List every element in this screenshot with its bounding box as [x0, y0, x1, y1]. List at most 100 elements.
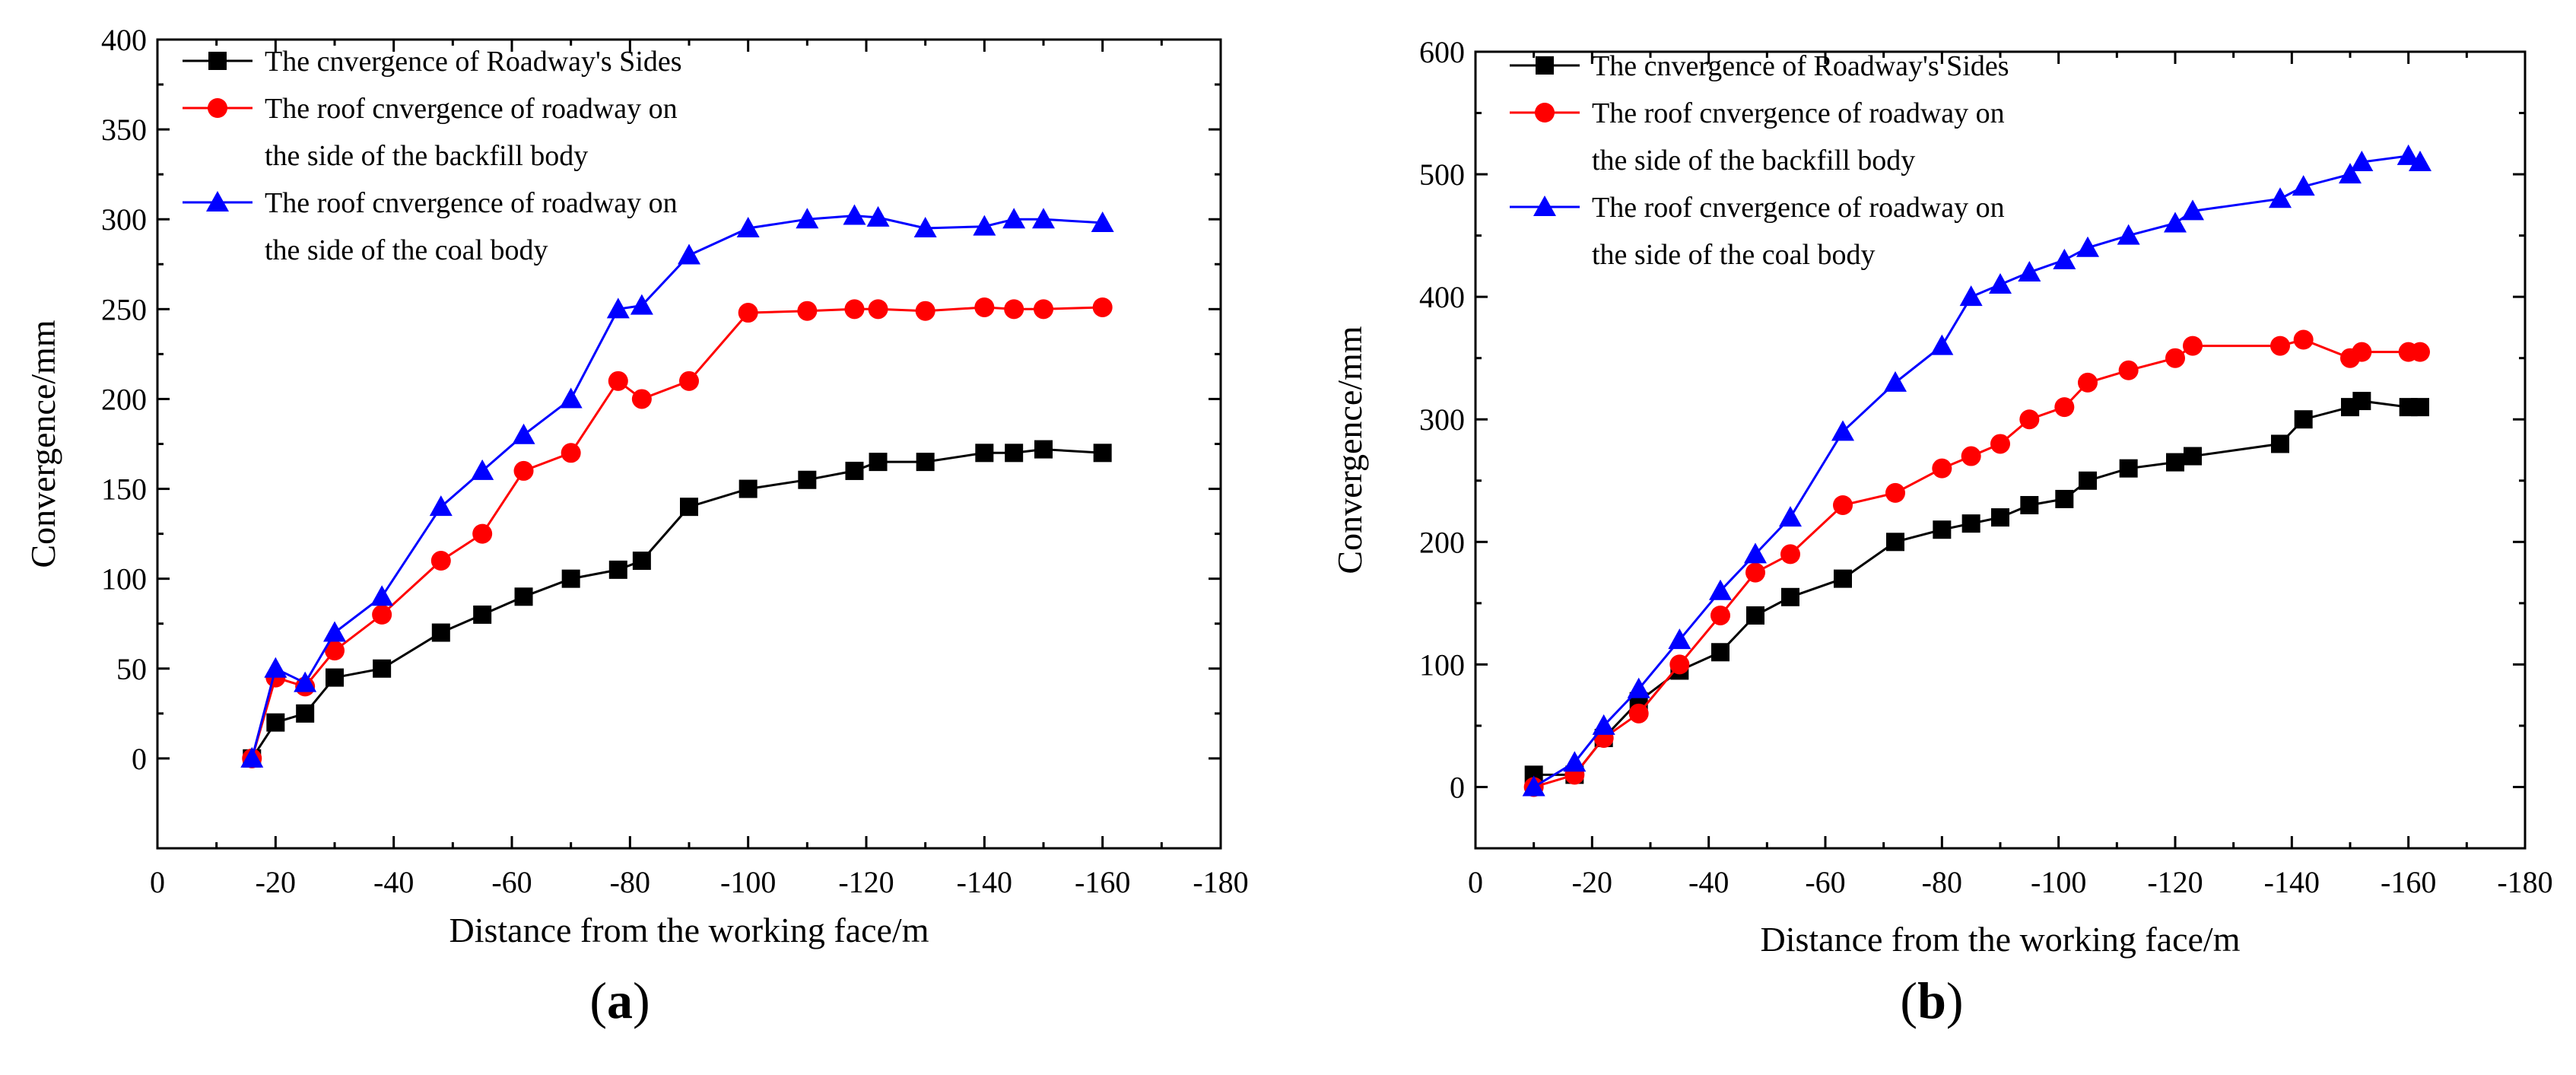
data-point-square: [1746, 606, 1764, 625]
y-tick-label: 100: [1419, 647, 1465, 682]
data-point-triangle: [1989, 273, 2012, 294]
data-point-triangle: [512, 423, 535, 444]
data-point-circle: [2270, 336, 2290, 356]
x-tick-label: -80: [1922, 865, 1962, 899]
data-point-triangle: [1091, 211, 1114, 232]
data-point-triangle: [1930, 334, 1954, 355]
data-point-square: [561, 569, 580, 588]
legend-marker-circle: [1535, 103, 1555, 122]
panel-label-letter: a: [607, 972, 633, 1029]
data-point-square: [680, 498, 698, 517]
data-point-square: [2294, 410, 2313, 429]
legend-label: the side of the backfill body: [265, 140, 588, 172]
legend-marker-triangle: [206, 191, 229, 212]
data-point-square: [845, 461, 864, 480]
data-point-triangle: [1032, 208, 1055, 229]
data-point-triangle: [736, 217, 760, 238]
x-axis-title: Distance from the working face/m: [1761, 920, 2241, 959]
x-tick-label: -60: [491, 865, 532, 899]
data-point-triangle: [2181, 199, 2204, 221]
legend-marker-square: [1536, 56, 1554, 75]
data-point-circle: [1780, 544, 1800, 565]
data-point-circle: [1932, 458, 1952, 479]
data-point-triangle: [2269, 187, 2292, 208]
data-point-square: [2411, 398, 2429, 417]
data-point-triangle: [2397, 144, 2420, 165]
x-tick-label: -80: [610, 865, 650, 899]
data-point-triangle: [323, 621, 346, 642]
y-tick-label: 50: [116, 652, 147, 686]
legend-label: the side of the coal body: [1592, 239, 1876, 271]
data-point-square: [473, 605, 492, 624]
panel-label-open: (: [1900, 972, 1917, 1029]
legend-label: The roof cnvergence of roadway on: [265, 187, 678, 219]
data-point-triangle: [843, 204, 866, 225]
x-tick-label: -40: [1688, 865, 1729, 899]
x-tick-label: -140: [2264, 865, 2320, 899]
data-point-triangle: [240, 746, 264, 768]
data-point-triangle: [1563, 751, 1587, 772]
panel-label-open: (: [589, 972, 607, 1029]
data-point-circle: [1990, 434, 2010, 454]
data-point-square: [1005, 444, 1024, 463]
data-point-triangle: [264, 657, 287, 678]
x-axis-title: Distance from the working face/m: [449, 911, 929, 949]
y-tick-label: 200: [1419, 525, 1465, 559]
data-point-square: [373, 659, 392, 678]
data-point-circle: [2078, 372, 2098, 393]
data-point-circle: [2019, 409, 2040, 430]
data-point-square: [2184, 447, 2202, 466]
legend-marker-square: [208, 52, 227, 70]
series-2: [242, 297, 1113, 768]
data-point-circle: [2293, 329, 2314, 350]
data-point-triangle: [1592, 714, 1615, 735]
legend: The cnvergence of Roadway's Sides The roo…: [183, 46, 682, 266]
data-point-circle: [797, 301, 818, 321]
data-point-square: [326, 668, 344, 687]
series-3: [240, 204, 1114, 768]
data-point-triangle: [1709, 579, 1732, 600]
data-point-circle: [915, 301, 935, 321]
y-axis-title: Convergence/mm: [24, 320, 62, 568]
series-2: [1523, 329, 2430, 797]
data-point-triangle: [866, 205, 890, 227]
y-tick-label: 250: [101, 292, 147, 326]
data-point-circle: [472, 523, 493, 544]
series-line: [250, 306, 1103, 759]
data-point-circle: [608, 371, 628, 391]
y-tick-label: 300: [101, 202, 147, 237]
data-point-triangle: [1668, 628, 1691, 650]
y-tick-label: 0: [132, 742, 147, 776]
y-tick-label: 300: [1419, 402, 1465, 437]
data-point-triangle: [370, 585, 394, 606]
data-point-triangle: [1744, 542, 1767, 564]
data-point-circle: [2165, 348, 2185, 368]
panel-label-close: ): [1946, 972, 1964, 1029]
y-tick-label: 0: [1450, 770, 1465, 804]
x-tick-label: -100: [720, 865, 776, 899]
data-point-square: [2271, 434, 2289, 453]
legend-marker-circle: [208, 98, 227, 118]
legend-label: the side of the backfill body: [1592, 145, 1915, 177]
data-point-triangle: [913, 217, 937, 238]
data-point-square: [738, 479, 758, 498]
data-point-square: [2079, 471, 2097, 490]
data-point-square: [2055, 489, 2074, 508]
y-tick-label: 400: [1419, 280, 1465, 314]
data-point-circle: [1034, 299, 1053, 320]
data-point-triangle: [2018, 260, 2041, 281]
x-tick-label: -40: [373, 865, 414, 899]
data-point-circle: [1004, 299, 1024, 320]
data-point-circle: [2183, 336, 2203, 356]
data-point-square: [1034, 440, 1053, 459]
data-point-circle: [513, 460, 534, 481]
data-point-circle: [1885, 482, 1905, 503]
data-point-square: [869, 453, 888, 472]
panel-label: (b): [1900, 972, 1963, 1029]
data-point-triangle: [1522, 775, 1545, 797]
x-tick-label: -120: [2147, 865, 2203, 899]
panel-label: (a): [589, 972, 650, 1029]
data-point-triangle: [2117, 224, 2140, 245]
